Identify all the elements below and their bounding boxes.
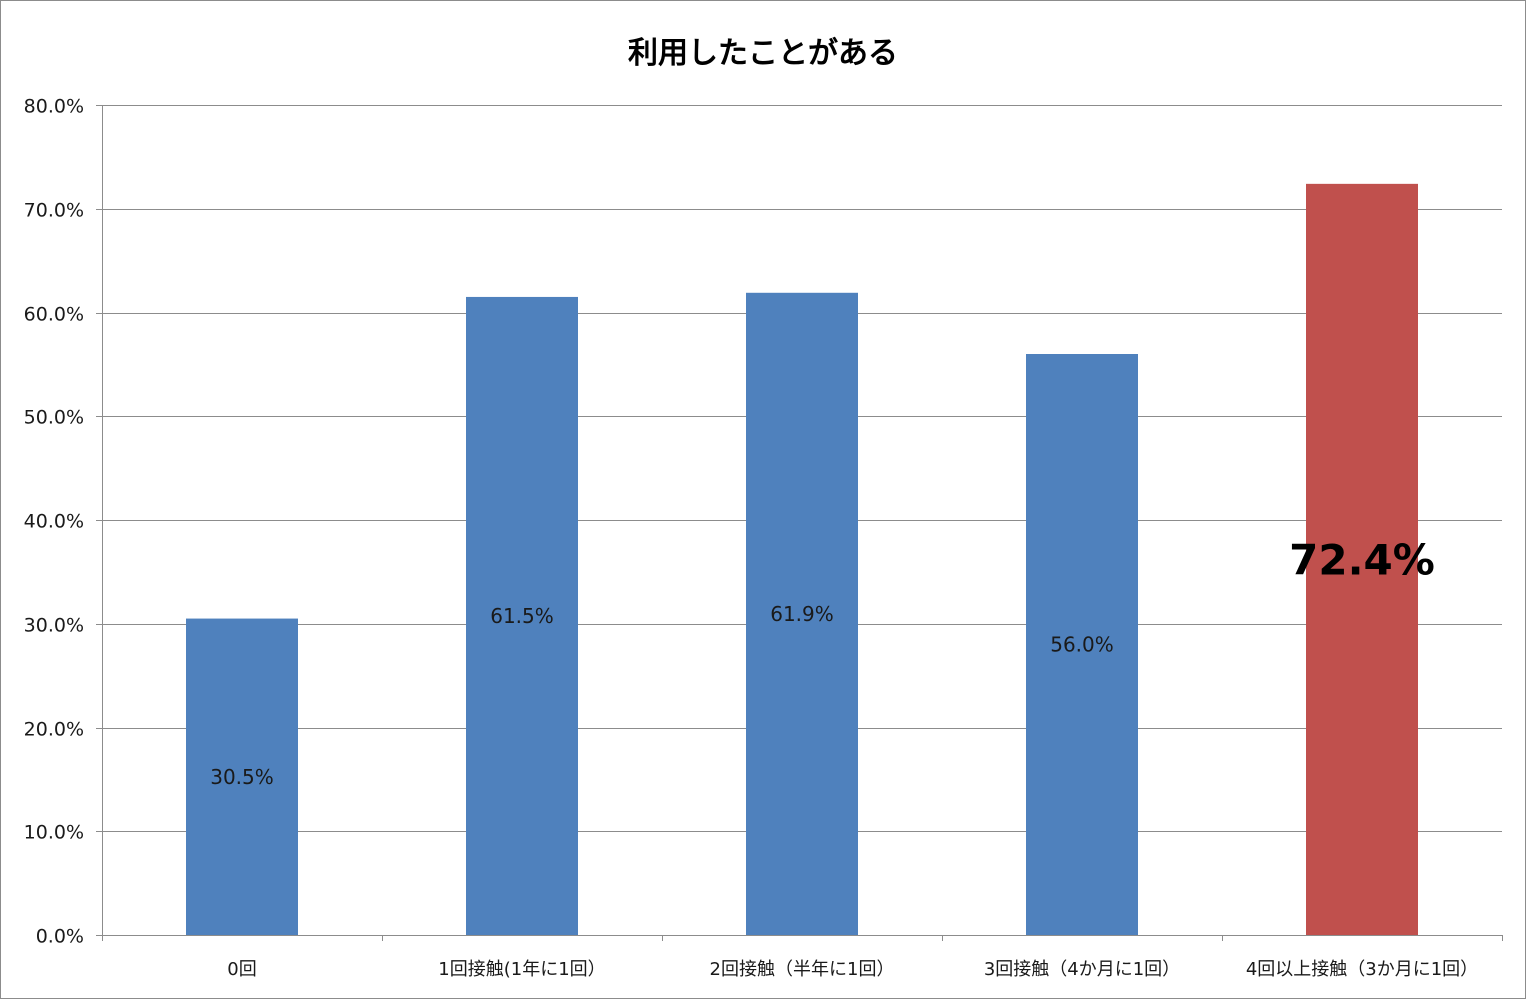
data-label: 61.5% [490, 604, 554, 628]
x-category-label: 1回接触(1年に1回） [438, 959, 605, 980]
y-tick-label: 50.0% [24, 407, 84, 429]
x-category-label: 2回接触（半年に1回） [710, 959, 895, 980]
y-tick-label: 10.0% [24, 822, 84, 844]
bars [186, 183, 1418, 936]
y-tick-label: 80.0% [24, 96, 84, 118]
y-tick-label: 20.0% [24, 719, 84, 741]
data-label: 72.4% [1289, 535, 1435, 584]
x-category-label: 0回 [227, 959, 256, 980]
y-tick-label: 40.0% [24, 511, 84, 533]
data-label: 30.5% [210, 765, 274, 789]
y-tick-label: 30.0% [24, 615, 84, 637]
bar [466, 296, 578, 935]
y-tick-label: 70.0% [24, 200, 84, 222]
y-tick-label: 0.0% [36, 926, 84, 948]
x-category-label: 3回接触（4か月に1回） [984, 959, 1180, 980]
chart-title: 利用したことがある [628, 36, 898, 71]
bar [1026, 354, 1138, 935]
data-label: 61.9% [770, 602, 834, 626]
axes: 0.0% 10.0% 20.0% 30.0% 40.0% 50.0% 60.0% 70.0% 8… [24, 96, 1503, 980]
data-label: 56.0% [1050, 633, 1114, 657]
bar-highlight [1306, 183, 1418, 936]
y-tick-label: 60.0% [24, 304, 84, 326]
x-category-label: 4回以上接触（3か月に1回） [1246, 959, 1478, 980]
bar [746, 292, 858, 936]
bar [186, 618, 298, 935]
data-labels: 30.5% 61.5% 61.9% 56.0% 72.4% [210, 535, 1435, 788]
